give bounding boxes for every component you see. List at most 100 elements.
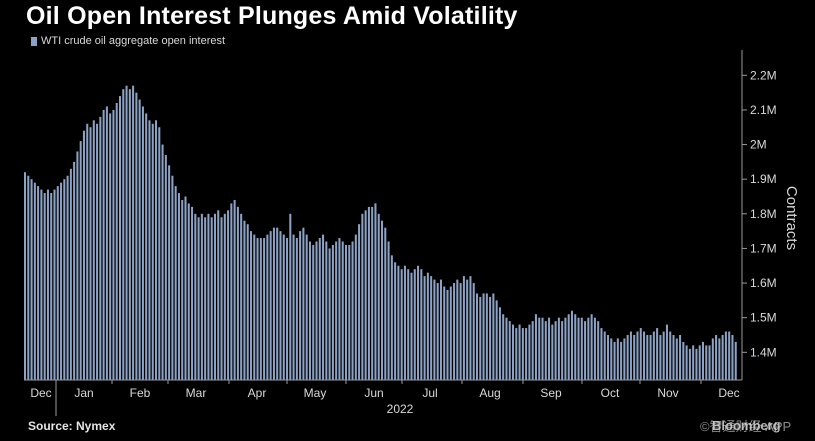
data-bar [46,189,49,380]
data-bar [249,231,253,380]
data-bar [485,293,488,380]
y-axis-label: Contracts [783,186,800,250]
data-bar [155,120,158,380]
data-bar [286,238,289,380]
x-tick-label: May [304,386,327,400]
data-bar [289,213,292,380]
data-bar [387,241,390,380]
data-bar [453,283,456,380]
data-bar [269,231,272,380]
x-tick-label: Apr [248,386,267,400]
data-bar [606,334,610,380]
data-bar [420,269,423,380]
data-bar [105,106,108,380]
data-bar [479,296,482,380]
data-bar [315,241,318,380]
data-bar [557,317,560,380]
data-bar [646,334,649,380]
data-bar [570,310,573,380]
data-bar [629,331,632,380]
x-tick-label: Dec [30,386,51,400]
data-bar [223,213,226,380]
data-bar [50,193,53,380]
y-tick-label: 2.2M [750,68,777,82]
data-bar [551,324,554,380]
data-bar [502,314,505,380]
y-tick-label: 1.9M [750,172,777,186]
data-bar [679,334,682,380]
x-tick-label: Jan [74,386,93,400]
data-bar [436,283,439,380]
data-bar [643,331,646,380]
data-bar [256,238,259,380]
data-bar [207,213,210,380]
source-note: Source: Nymex [28,419,116,433]
data-bar [731,334,734,380]
y-tick-label: 2.1M [750,103,777,117]
data-bar [508,321,511,380]
data-bar [99,116,102,381]
data-bar [351,241,354,380]
y-tick-label: 1.8M [750,207,777,221]
data-bar [498,307,501,380]
data-bar [312,244,315,380]
data-bar [358,224,361,380]
x-tick-label: Mar [186,386,207,400]
data-bar [554,321,557,380]
data-bar [692,345,695,380]
data-bar [705,345,708,380]
data-bar [695,348,698,380]
data-bar [73,161,76,380]
data-bar [335,241,338,380]
data-bar [318,238,321,380]
data-bar [662,331,665,380]
data-bar [204,217,207,380]
data-bar [669,331,672,380]
data-bar [253,234,256,380]
data-bar [115,103,118,380]
data-bar [633,334,636,380]
data-bar [459,283,462,380]
data-bar [102,109,105,380]
data-bar [279,231,282,380]
data-bar [616,338,619,380]
x-tick-label: Feb [130,386,151,400]
data-bar [96,123,99,380]
data-bar [240,213,243,380]
data-bar [177,193,180,380]
data-bar [282,234,285,380]
data-bar [217,210,220,380]
data-bar [138,99,141,381]
data-bar [469,276,472,380]
data-bar [367,206,370,380]
data-bar [567,314,570,380]
data-bar [538,317,541,380]
data-bar [141,106,144,380]
data-bar [164,154,167,380]
data-bar [548,317,551,380]
data-bar [724,331,727,380]
data-bar [331,244,334,380]
data-bar [410,272,413,380]
x-tick-label: Aug [479,386,500,400]
data-bar [413,269,416,380]
data-bar [381,220,384,380]
data-bar [446,289,449,380]
data-bar [69,168,72,380]
data-bar [122,89,125,380]
legend-swatch [31,36,37,46]
data-bar [584,321,587,380]
data-bar [230,203,233,380]
y-tick-label: 2M [750,138,767,152]
data-bar [675,338,678,380]
data-bar [132,85,135,380]
data-bar [426,272,429,380]
data-bar [472,283,475,380]
data-bar [213,213,216,380]
data-bar [377,213,380,380]
data-bar [564,317,567,380]
data-bar [659,334,662,380]
data-bar [227,210,230,380]
data-bar [652,331,655,380]
data-bar [338,238,341,380]
